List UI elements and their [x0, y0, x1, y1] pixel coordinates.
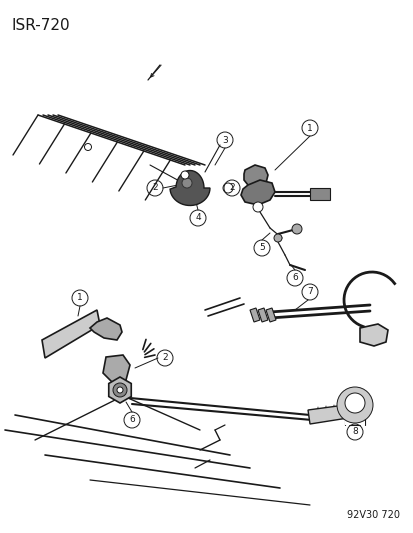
Text: 6: 6 — [292, 273, 297, 282]
Circle shape — [113, 383, 127, 397]
Polygon shape — [249, 308, 259, 322]
Text: 2: 2 — [162, 353, 167, 362]
Circle shape — [273, 234, 281, 242]
Text: ISR-720: ISR-720 — [12, 18, 71, 33]
Text: 2: 2 — [152, 183, 157, 192]
Polygon shape — [243, 165, 267, 188]
Text: 1: 1 — [77, 294, 83, 303]
Circle shape — [252, 202, 262, 212]
Circle shape — [117, 387, 123, 393]
Circle shape — [336, 387, 372, 423]
Polygon shape — [307, 405, 347, 424]
Text: 8: 8 — [351, 427, 357, 437]
Polygon shape — [109, 377, 131, 403]
Circle shape — [344, 393, 364, 413]
Polygon shape — [90, 318, 122, 340]
Text: 1: 1 — [306, 124, 312, 133]
Text: 4: 4 — [195, 214, 200, 222]
Circle shape — [291, 224, 301, 234]
Text: 6: 6 — [129, 416, 135, 424]
Text: 2: 2 — [229, 183, 234, 192]
Polygon shape — [42, 310, 100, 358]
Polygon shape — [359, 324, 387, 346]
Polygon shape — [240, 180, 274, 205]
Text: 3: 3 — [222, 135, 227, 144]
Text: 5: 5 — [259, 244, 264, 253]
Text: 7: 7 — [306, 287, 312, 296]
Circle shape — [223, 183, 233, 193]
Text: 92V30 720: 92V30 720 — [346, 510, 399, 520]
Polygon shape — [103, 355, 130, 383]
Polygon shape — [257, 308, 267, 322]
Circle shape — [84, 143, 91, 150]
Circle shape — [182, 178, 192, 188]
Polygon shape — [170, 171, 209, 206]
Polygon shape — [344, 419, 364, 425]
Polygon shape — [266, 308, 275, 322]
Polygon shape — [309, 188, 329, 200]
Circle shape — [180, 171, 189, 179]
